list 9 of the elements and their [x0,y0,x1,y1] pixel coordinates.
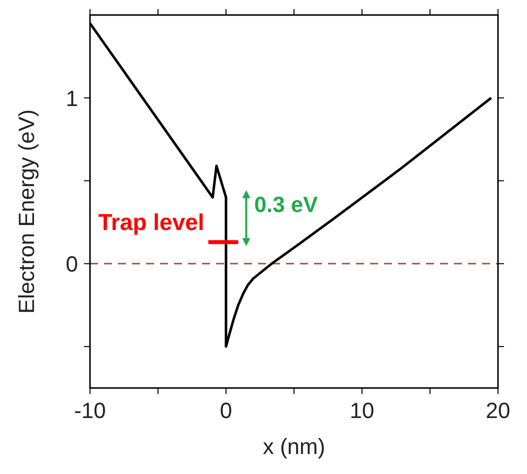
y-axis-title: Electron Energy (eV) [14,109,39,314]
x-tick-label: 0 [220,398,232,423]
annotation: 0.3 eV [254,192,318,218]
x-axis-title: x (nm) [262,434,326,459]
x-tick-label: 20 [486,398,510,423]
x-tick-label: 10 [350,398,374,423]
y-tick-label: 1 [66,86,78,111]
series-label: Trap level [98,209,204,236]
x-tick-label: -10 [74,398,106,423]
